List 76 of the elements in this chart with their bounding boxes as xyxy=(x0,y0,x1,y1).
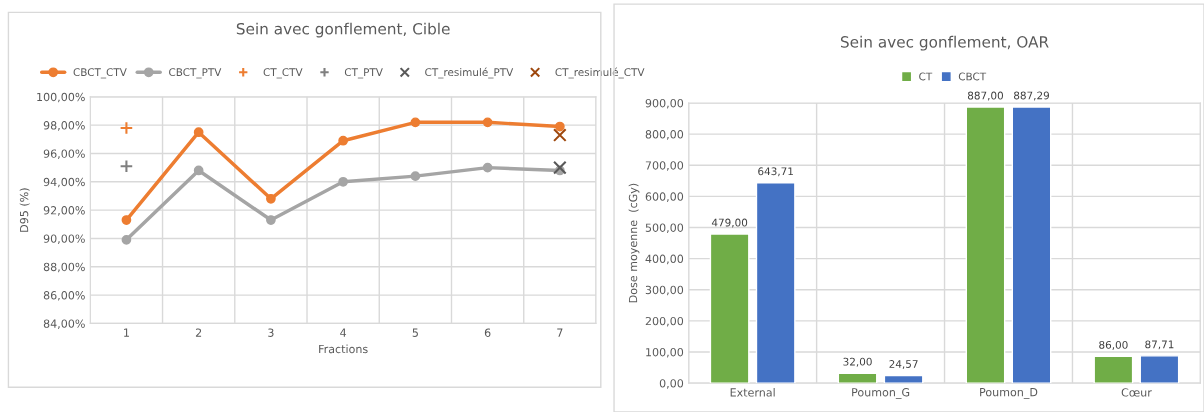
legend-label: CT_PTV xyxy=(344,68,383,79)
y-axis-title: D95 (%) xyxy=(19,188,30,232)
x-tick-label: Poumon_D xyxy=(980,388,1038,399)
point xyxy=(338,135,349,146)
x-tick-label: Cœur xyxy=(1121,388,1152,397)
y-tick-label: 500,00 xyxy=(645,223,684,234)
point xyxy=(553,160,567,175)
point xyxy=(482,117,493,128)
y-tick-label: 800,00 xyxy=(645,130,684,140)
data-label: 32,00 xyxy=(843,357,872,367)
point xyxy=(338,176,349,187)
legend-label: CT_resimulé_CTV xyxy=(555,67,645,79)
legend-label: CT xyxy=(919,72,933,81)
data-label: 86,00 xyxy=(1099,340,1128,350)
bar xyxy=(1093,355,1134,384)
bar xyxy=(1139,355,1180,384)
y-tick-label: 96,00% xyxy=(43,149,85,159)
x-tick-label: 6 xyxy=(484,328,491,337)
legend-label: CT_CTV xyxy=(263,68,303,79)
legend-label: CBCT_PTV xyxy=(169,68,222,79)
x-tick-label: 7 xyxy=(557,328,563,337)
bar xyxy=(709,233,750,384)
point xyxy=(266,215,276,225)
data-label: 87,71 xyxy=(1145,340,1174,350)
point xyxy=(410,171,421,181)
data-label: 887,00 xyxy=(967,91,1004,101)
x-tick-label: 5 xyxy=(412,328,418,337)
data-label: 887,29 xyxy=(1014,91,1050,101)
bar xyxy=(883,374,924,384)
y-tick-label: 94,00% xyxy=(43,177,85,188)
bar xyxy=(755,182,796,384)
bar xyxy=(837,372,878,384)
legend-label: CBCT xyxy=(958,72,987,81)
data-label: 643,71 xyxy=(758,167,793,177)
y-axis-title: Dose moyenne (cGy) xyxy=(628,183,640,303)
y-tick-label: 300,00 xyxy=(645,285,684,296)
point xyxy=(193,127,204,138)
point xyxy=(266,193,276,204)
legend-label: CBCT_CTV xyxy=(73,68,127,79)
y-tick-label: 90,00% xyxy=(43,234,85,244)
x-tick-label: External xyxy=(730,388,775,397)
point xyxy=(193,165,204,176)
bar xyxy=(965,106,1006,384)
y-tick-label: 86,00% xyxy=(43,291,85,301)
y-tick-label: 400,00 xyxy=(645,254,684,265)
point xyxy=(482,162,493,173)
y-tick-label: 600,00 xyxy=(645,192,684,202)
point xyxy=(121,215,132,225)
x-tick-label: 1 xyxy=(124,328,129,337)
point xyxy=(553,128,567,142)
y-tick-label: 88,00% xyxy=(43,262,85,273)
x-tick-label: Poumon_G xyxy=(852,388,910,399)
y-tick-label: 100,00 xyxy=(646,348,684,358)
chart-title: Sein avec gonflement, Cible xyxy=(236,22,450,38)
data-label: 479,00 xyxy=(711,218,748,228)
x-tick-label: 2 xyxy=(195,328,202,337)
data-label: 24,57 xyxy=(889,360,918,369)
y-tick-label: 0,00 xyxy=(659,379,684,389)
point xyxy=(410,117,421,128)
y-tick-label: 98,00% xyxy=(43,121,85,131)
point xyxy=(119,159,134,174)
x-axis-title: Fractions xyxy=(319,344,368,354)
chart-title: Sein avec gonflement, OAR xyxy=(840,35,1049,51)
y-tick-label: 100,00% xyxy=(37,92,85,103)
point xyxy=(119,121,134,135)
y-tick-label: 84,00% xyxy=(43,319,85,329)
legend-label: CT_resimulé_PTV xyxy=(425,67,514,79)
y-tick-label: 700,00 xyxy=(645,161,684,171)
point xyxy=(554,121,565,132)
point xyxy=(121,234,132,245)
y-tick-label: 200,00 xyxy=(645,316,684,327)
y-tick-label: 92,00% xyxy=(43,206,85,216)
bar xyxy=(1011,106,1052,384)
y-tick-label: 900,00 xyxy=(645,98,684,109)
x-tick-label: 3 xyxy=(268,328,274,337)
x-tick-label: 4 xyxy=(340,328,347,337)
